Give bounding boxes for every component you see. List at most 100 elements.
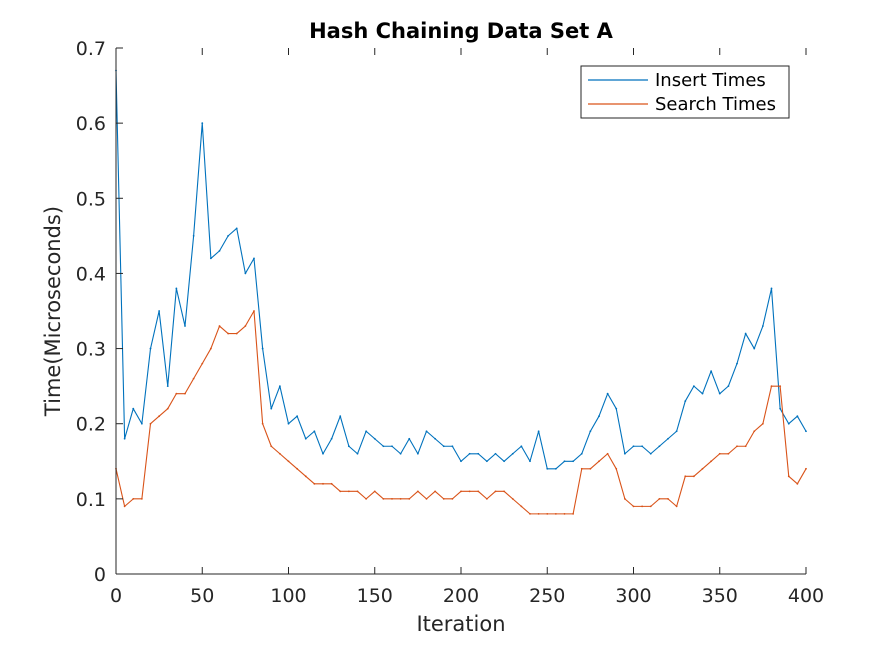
data-point-insert-times xyxy=(235,227,238,230)
data-point-search-times xyxy=(451,497,454,500)
data-point-search-times xyxy=(770,385,773,388)
data-point-insert-times xyxy=(339,415,342,418)
data-point-insert-times xyxy=(658,445,661,448)
data-point-insert-times xyxy=(244,272,247,275)
data-point-search-times xyxy=(365,497,368,500)
data-point-insert-times xyxy=(779,407,782,410)
data-point-search-times xyxy=(598,460,600,463)
data-point-search-times xyxy=(563,512,566,515)
y-tick-label: 0.4 xyxy=(76,263,106,285)
data-point-search-times xyxy=(158,415,161,418)
data-point-search-times xyxy=(373,490,376,493)
data-point-insert-times xyxy=(623,452,626,455)
data-point-insert-times xyxy=(684,400,687,403)
plot-area: 0 50 100 150 200 250 300 350 400 0 0.1 0.2 0.3 0.4 0.… xyxy=(76,38,824,607)
data-point-insert-times xyxy=(278,385,281,388)
data-point-search-times xyxy=(761,422,764,425)
data-point-insert-times xyxy=(477,452,480,455)
y-ticks: 0 0.1 0.2 0.3 0.4 0.5 0.6 0.7 xyxy=(76,38,123,586)
data-point-insert-times xyxy=(132,407,135,410)
data-point-search-times xyxy=(511,497,514,500)
data-point-search-times xyxy=(710,460,713,463)
data-point-insert-times xyxy=(529,460,531,463)
y-tick-label: 0.7 xyxy=(76,38,106,60)
data-point-search-times xyxy=(304,475,307,478)
data-point-insert-times xyxy=(408,437,411,440)
data-point-insert-times xyxy=(416,452,419,455)
data-point-insert-times xyxy=(598,415,600,418)
data-point-search-times xyxy=(537,512,540,515)
data-point-insert-times xyxy=(710,370,713,373)
data-point-search-times xyxy=(140,497,143,500)
data-point-insert-times xyxy=(175,287,178,290)
data-point-search-times xyxy=(779,385,782,388)
data-point-insert-times xyxy=(227,234,230,237)
data-point-search-times xyxy=(287,460,290,463)
data-point-insert-times xyxy=(356,452,359,455)
data-point-insert-times xyxy=(701,392,704,395)
data-point-search-times xyxy=(554,512,557,515)
y-tick-label: 0.3 xyxy=(76,339,106,361)
data-point-search-times xyxy=(391,497,393,500)
data-point-search-times xyxy=(805,467,807,470)
data-point-insert-times xyxy=(468,452,471,455)
data-point-search-times xyxy=(227,332,230,335)
legend-label-insert-times: Insert Times xyxy=(655,70,766,91)
y-axis-title: Time(Microseconds) xyxy=(41,206,65,417)
data-point-insert-times xyxy=(166,385,169,388)
data-point-insert-times xyxy=(511,452,514,455)
data-point-search-times xyxy=(218,325,221,327)
data-point-insert-times xyxy=(304,437,307,440)
data-point-insert-times xyxy=(554,467,557,470)
data-point-insert-times xyxy=(330,437,333,440)
chart-title: Hash Chaining Data Set A xyxy=(309,19,614,43)
series-points-insert-times xyxy=(115,69,807,470)
data-point-insert-times xyxy=(201,122,204,125)
data-point-insert-times xyxy=(382,445,385,448)
data-point-search-times xyxy=(416,490,419,493)
data-point-search-times xyxy=(641,505,644,508)
data-point-insert-times xyxy=(434,437,437,440)
data-point-insert-times xyxy=(158,310,161,312)
x-tick-label: 400 xyxy=(788,585,824,607)
data-point-insert-times xyxy=(520,445,523,448)
data-point-search-times xyxy=(408,497,411,500)
data-point-insert-times xyxy=(270,407,273,410)
data-point-search-times xyxy=(425,497,428,500)
data-point-insert-times xyxy=(692,385,695,388)
data-point-search-times xyxy=(649,505,652,508)
data-point-insert-times xyxy=(261,347,264,350)
data-point-search-times xyxy=(727,452,730,455)
data-point-search-times xyxy=(667,497,669,500)
data-point-search-times xyxy=(209,347,212,350)
data-point-insert-times xyxy=(425,430,428,433)
data-point-search-times xyxy=(468,490,471,493)
data-point-search-times xyxy=(675,505,678,508)
data-point-search-times xyxy=(235,332,238,335)
data-point-insert-times xyxy=(675,430,678,433)
legend-label-search-times: Search Times xyxy=(655,94,776,115)
data-point-search-times xyxy=(796,482,799,485)
data-point-search-times xyxy=(701,467,704,470)
data-point-insert-times xyxy=(494,452,497,455)
data-point-insert-times xyxy=(727,385,730,388)
data-point-search-times xyxy=(434,490,437,493)
data-point-search-times xyxy=(692,475,695,478)
data-point-search-times xyxy=(485,497,488,500)
data-point-search-times xyxy=(166,407,169,410)
legend: Insert Times Search Times xyxy=(580,65,790,119)
data-point-search-times xyxy=(632,505,635,508)
y-tick-label: 0 xyxy=(94,564,106,586)
data-point-search-times xyxy=(623,497,626,500)
data-point-search-times xyxy=(296,467,299,470)
x-tick-label: 50 xyxy=(190,585,214,607)
data-point-search-times xyxy=(313,482,316,485)
legend-box xyxy=(580,65,790,119)
data-point-search-times xyxy=(382,497,385,500)
x-tick-label: 300 xyxy=(615,585,651,607)
data-point-search-times xyxy=(270,445,273,448)
data-point-insert-times xyxy=(347,445,350,448)
data-point-search-times xyxy=(529,512,531,515)
